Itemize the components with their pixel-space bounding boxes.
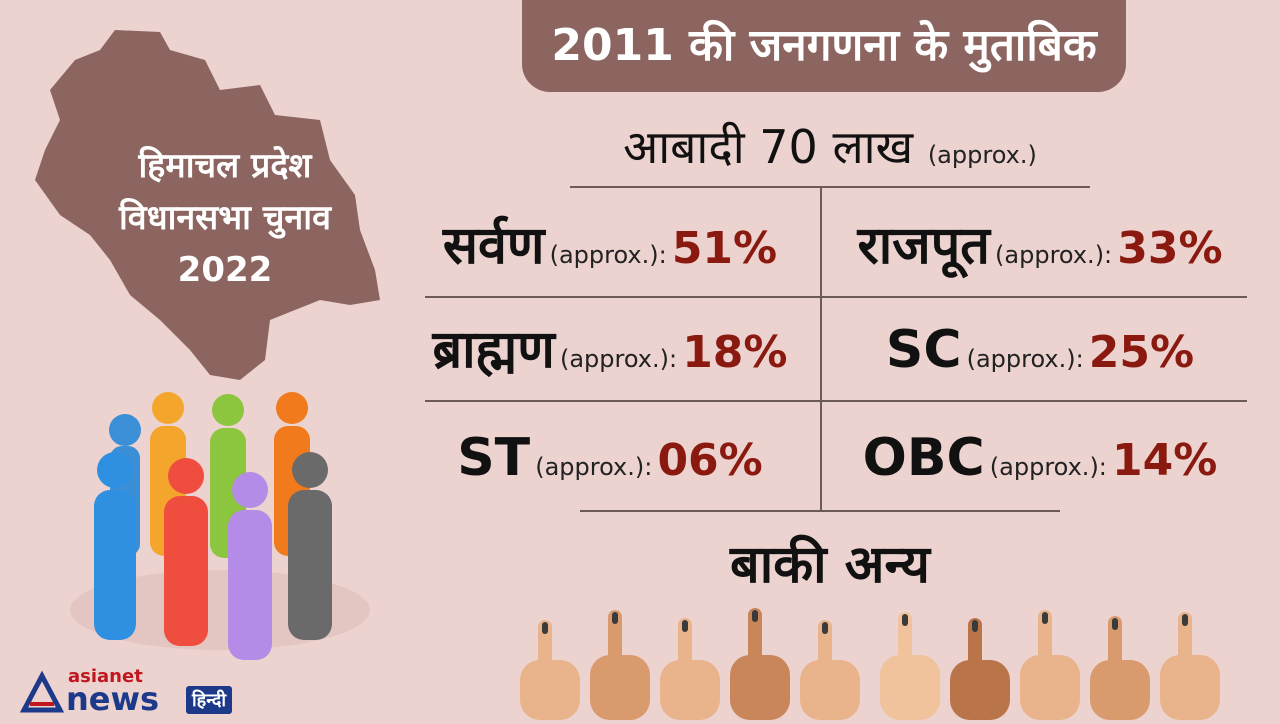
group-cell: सर्वण (approx.): 51% (400, 196, 820, 296)
map-label-line2: विधानसभा चुनाव (119, 198, 331, 238)
logo-text-asianet: asianet (68, 666, 143, 687)
group-percent: 33% (1117, 223, 1223, 274)
group-name: OBC (862, 428, 985, 488)
group-percent: 06% (657, 435, 763, 486)
group-cell: राजपूत (approx.): 33% (830, 196, 1250, 296)
logo-triangle-icon (20, 670, 64, 713)
divider-row2 (425, 400, 1247, 402)
group-approx: (approx.): (559, 345, 678, 373)
divider-top (570, 186, 1090, 188)
people-icon (70, 392, 370, 660)
page-title: 2011 की जनगणना के मुताबिक (522, 0, 1126, 92)
group-name: ब्राह्मण (432, 320, 555, 380)
population-approx: (approx.) (927, 141, 1037, 169)
state-map: हिमाचल प्रदेश विधानसभा चुनाव 2022 (20, 20, 390, 390)
logo-text-news: news (66, 680, 160, 718)
group-approx: (approx.): (549, 241, 667, 269)
group-percent: 14% (1111, 435, 1218, 486)
voting-fingers-illustration (510, 600, 1250, 720)
rest-label: बाकी अन्य (730, 535, 930, 595)
group-approx: (approx.): (995, 241, 1113, 269)
brand-logo: asianet news हिन्दी (20, 660, 250, 720)
group-cell: ब्राह्मण (approx.): 18% (400, 300, 820, 400)
group-name: ST (457, 428, 531, 488)
map-label-line1: हिमाचल प्रदेश (138, 146, 312, 186)
group-approx: (approx.): (989, 453, 1107, 481)
map-label-line3: 2022 (177, 250, 273, 290)
group-percent: 51% (671, 223, 778, 274)
group-name: SC (885, 320, 962, 380)
group-percent: 25% (1088, 327, 1195, 378)
group-name: सर्वण (442, 216, 545, 276)
divider-row1 (425, 296, 1247, 298)
group-cell: OBC (approx.): 14% (830, 408, 1250, 508)
group-cell: ST (approx.): 06% (400, 408, 820, 508)
divider-vertical (820, 186, 822, 510)
group-cell: SC (approx.): 25% (830, 300, 1250, 400)
group-percent: 18% (682, 327, 788, 378)
group-name: राजपूत (857, 216, 990, 276)
map-label: हिमाचल प्रदेश विधानसभा चुनाव 2022 (75, 140, 375, 296)
group-approx: (approx.): (966, 345, 1084, 373)
population-line: आबादी 70 लाख (approx.) (560, 112, 1100, 190)
group-approx: (approx.): (535, 453, 653, 481)
logo-text-hindi: हिन्दी (186, 686, 233, 714)
divider-bottom (580, 510, 1060, 512)
population-label: आबादी 70 लाख (623, 120, 914, 174)
raised-finger-icon (520, 608, 1220, 720)
himachal-map-shape (35, 30, 380, 380)
people-illustration (60, 380, 370, 660)
